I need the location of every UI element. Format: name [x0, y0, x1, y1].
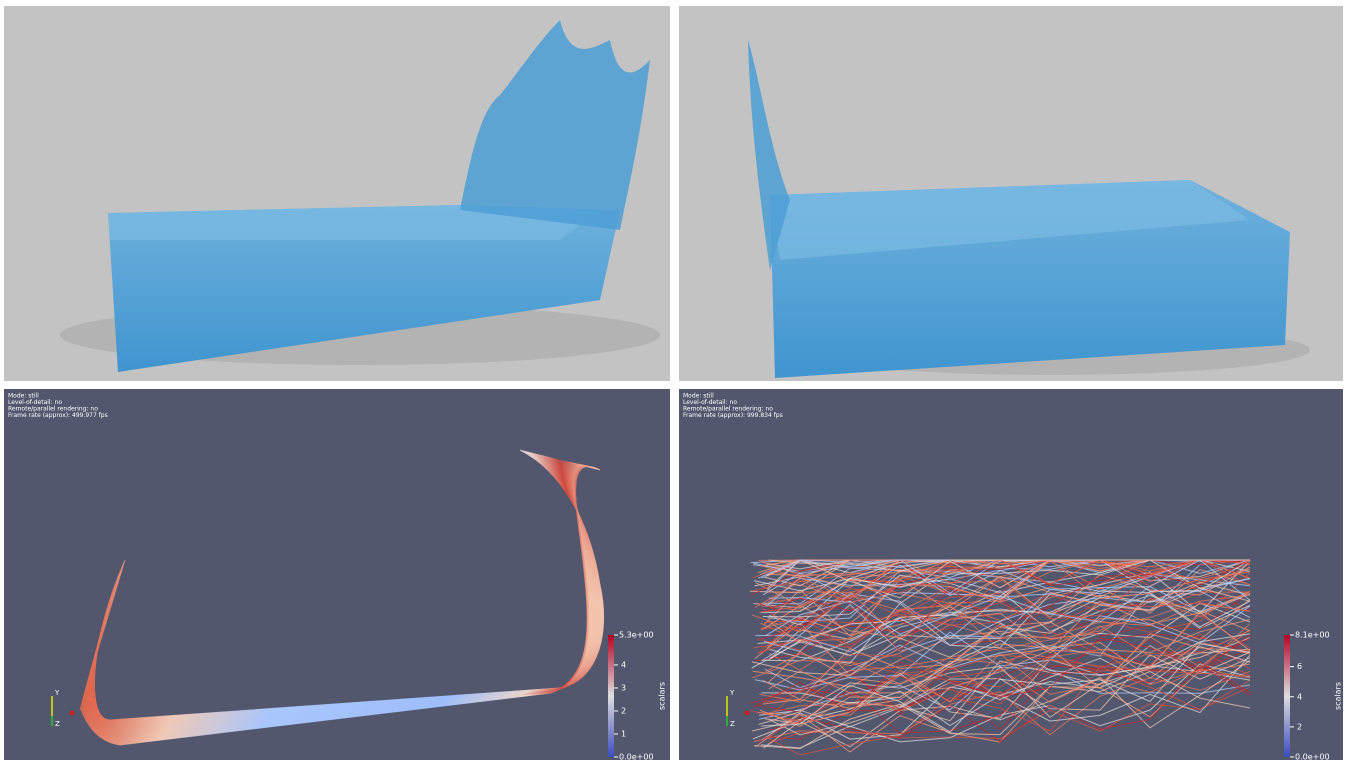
figure-grid: Mode: stillLevel-of-detail: noRemote/par… [0, 0, 1347, 763]
axis-label: Z [730, 720, 735, 728]
info-text: Frame rate (approx): 499.977 fps [8, 412, 108, 419]
colorbar-title: scalars [658, 682, 667, 710]
axis-label: Z [55, 720, 60, 728]
colorbar-label: 8.1e+00 [1295, 631, 1330, 640]
colorbar-label: 1 [621, 729, 626, 738]
axis-label: Y [54, 689, 60, 697]
info-text: Frame rate (approx): 999.834 fps [683, 412, 783, 419]
colorbar-label: 0.0e+00 [1295, 753, 1330, 762]
axis-label: Y [729, 689, 735, 697]
colorbar-title: scalars [1334, 682, 1343, 710]
colorbar-label: 2 [621, 706, 626, 715]
colorbar-label: 2 [1297, 722, 1302, 731]
colorbar [608, 635, 614, 757]
colorbar-label: 0.0e+00 [619, 753, 654, 762]
colorbar-label: 4 [621, 660, 626, 669]
colorbar-label: 4 [1297, 692, 1302, 701]
axis-x [745, 711, 750, 716]
colorbar-label: 5.3e+00 [619, 631, 654, 640]
page: Mode: stillLevel-of-detail: noRemote/par… [0, 0, 1347, 763]
axis-x [70, 711, 75, 716]
colorbar [1284, 635, 1290, 757]
colorbar-label: 3 [621, 683, 626, 692]
colorbar-label: 6 [1297, 662, 1302, 671]
